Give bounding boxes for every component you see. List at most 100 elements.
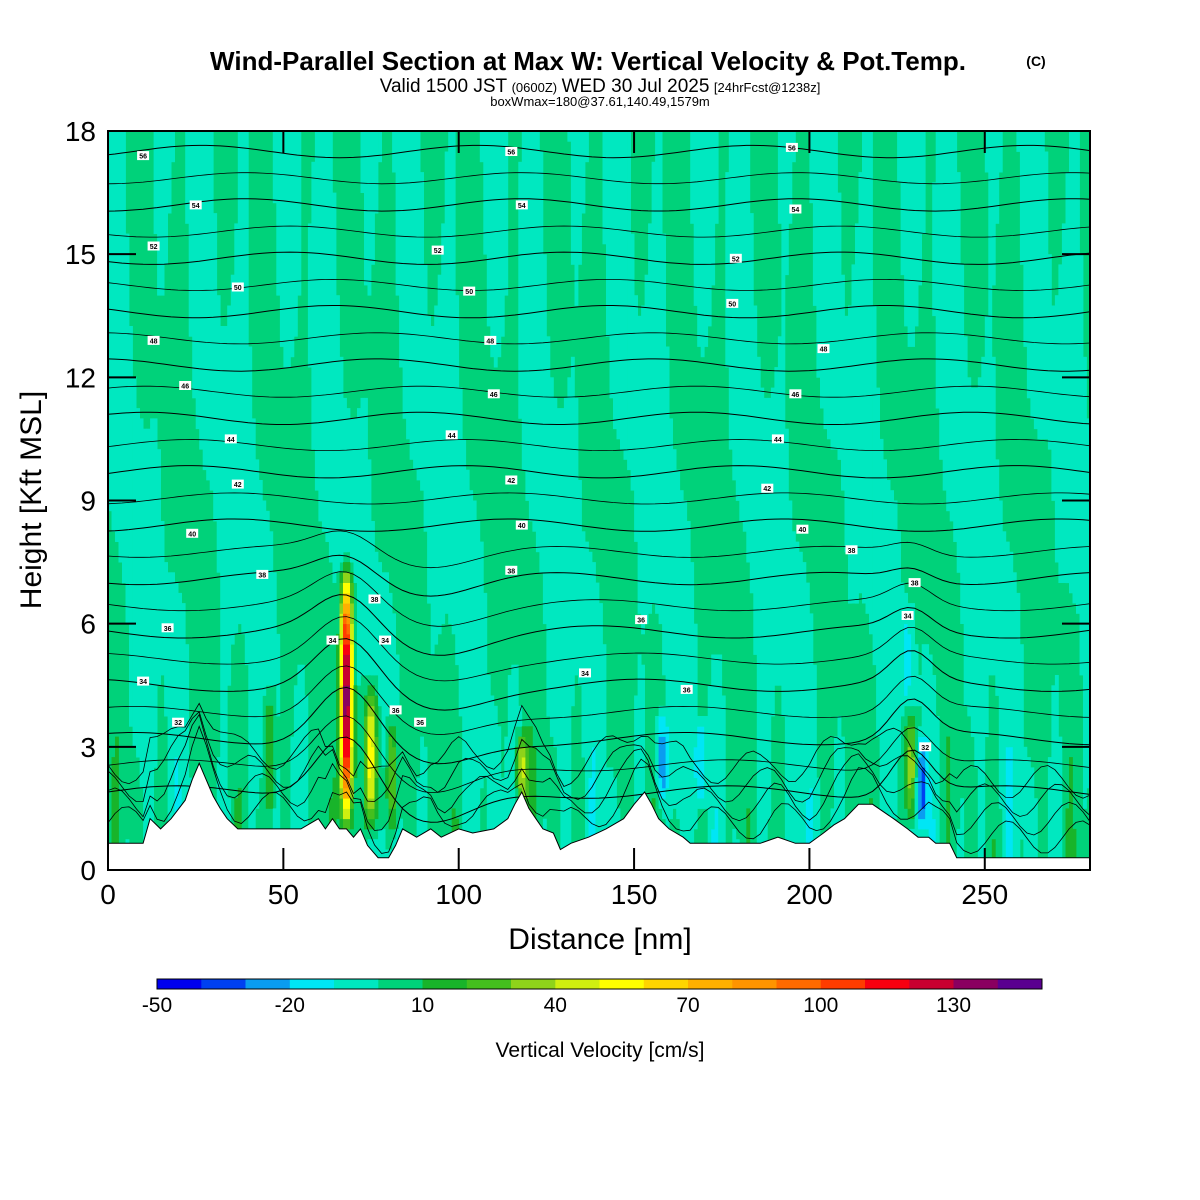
velocity-cell xyxy=(244,131,249,666)
velocity-cell xyxy=(346,623,351,635)
isentrope-label-bg xyxy=(789,389,802,399)
velocity-cell xyxy=(437,274,442,635)
velocity-cell xyxy=(627,131,631,471)
isentrope-label-bg xyxy=(231,479,244,489)
valid-prefix: Valid 1500 JST xyxy=(380,76,508,97)
velocity-cell xyxy=(707,131,712,327)
isentrope-label: 38 xyxy=(908,578,921,588)
colorbar-swatch xyxy=(776,979,821,989)
isentrope-label: 42 xyxy=(761,483,774,493)
colorbar-tick-label: 10 xyxy=(411,994,434,1017)
velocity-cell xyxy=(108,131,112,512)
velocity-cell xyxy=(1040,131,1045,440)
velocity-cell xyxy=(602,131,607,245)
velocity-cell xyxy=(897,131,901,183)
velocity-cell xyxy=(609,131,614,399)
title-block: Wind-Parallel Section at Max W: Vertical… xyxy=(210,46,1046,109)
isentrope-52 xyxy=(108,251,1090,265)
velocity-cell xyxy=(343,603,347,614)
velocity-cell xyxy=(788,500,793,870)
velocity-cell xyxy=(837,192,842,460)
isentrope-label-bg xyxy=(179,381,192,390)
velocity-cell xyxy=(251,418,256,840)
velocity-cell xyxy=(921,767,926,809)
velocity-cell xyxy=(609,767,614,870)
velocity-cell xyxy=(164,562,168,717)
isentrope-50 xyxy=(108,305,1090,319)
isentrope-label-bg xyxy=(186,528,199,538)
velocity-cell xyxy=(960,264,965,624)
velocity-cell xyxy=(371,131,375,265)
velocity-cell xyxy=(907,787,912,809)
isentrope-low xyxy=(108,711,1090,817)
velocity-cell xyxy=(662,716,666,737)
velocity-cell xyxy=(911,716,915,727)
velocity-cell xyxy=(293,131,298,337)
velocity-cell xyxy=(367,777,372,799)
isentrope-label-text: 48 xyxy=(486,338,494,345)
isentrope-minor xyxy=(108,439,1090,451)
velocity-cell xyxy=(700,131,705,358)
velocity-cell xyxy=(897,531,901,758)
velocity-cell xyxy=(346,787,351,799)
isentrope-label: 36 xyxy=(680,684,693,694)
velocity-cell xyxy=(914,131,919,327)
velocity-cell xyxy=(192,131,197,399)
colorbar-swatch xyxy=(997,979,1043,989)
velocity-cell xyxy=(1026,757,1031,870)
velocity-cell xyxy=(237,131,242,625)
velocity-cell xyxy=(718,654,723,870)
velocity-cell xyxy=(511,664,516,870)
velocity-cell xyxy=(430,326,435,655)
velocity-cell xyxy=(855,223,859,604)
velocity-cell xyxy=(364,808,368,830)
velocity-cell xyxy=(634,695,638,870)
isentrope-label: 36 xyxy=(161,623,174,633)
velocity-cell xyxy=(823,131,828,430)
velocity-cell xyxy=(549,377,554,737)
colorbar-swatch xyxy=(643,979,689,989)
velocity-cell xyxy=(479,131,484,163)
velocity-cell xyxy=(336,295,340,573)
isentrope-label: 46 xyxy=(487,389,500,399)
isentrope-label-text: 40 xyxy=(799,527,807,534)
velocity-cell xyxy=(918,757,922,820)
velocity-cell xyxy=(707,685,712,870)
velocity-cell xyxy=(904,623,908,696)
colorbar-swatch xyxy=(688,979,733,989)
velocity-cell xyxy=(314,131,319,491)
velocity-cell xyxy=(157,131,161,296)
colorbar-tick-label: 100 xyxy=(803,994,838,1017)
velocity-cell xyxy=(599,603,603,870)
velocity-cell xyxy=(595,582,600,870)
isentrope-label-text: 34 xyxy=(139,679,147,686)
velocity-cell xyxy=(343,623,347,645)
velocity-cell xyxy=(279,131,284,347)
velocity-cell xyxy=(777,131,782,224)
isentrope-label-text: 34 xyxy=(581,671,589,678)
isentrope-label-bg xyxy=(796,524,809,534)
velocity-cell xyxy=(662,736,666,789)
velocity-cell xyxy=(346,408,351,553)
isentrope-label: 34 xyxy=(379,635,392,645)
velocity-cell xyxy=(374,839,379,870)
velocity-cell xyxy=(343,787,347,799)
x-tick-label: 150 xyxy=(611,879,658,910)
velocity-cell xyxy=(528,131,533,522)
isentrope-label: 44 xyxy=(771,434,784,444)
velocity-cell xyxy=(697,131,702,347)
velocity-cell xyxy=(346,808,351,820)
velocity-cell xyxy=(546,336,551,717)
velocity-cell xyxy=(339,685,344,717)
velocity-cell xyxy=(907,808,912,820)
velocity-cell xyxy=(293,685,298,870)
velocity-cell xyxy=(300,664,305,870)
velocity-cell xyxy=(367,685,372,696)
velocity-cell xyxy=(339,613,344,645)
velocity-cell xyxy=(921,644,926,737)
isentrope-label-text: 46 xyxy=(490,392,498,399)
velocity-cell xyxy=(834,131,838,450)
velocity-cell xyxy=(991,356,996,676)
isentrope-label: 54 xyxy=(789,204,802,214)
